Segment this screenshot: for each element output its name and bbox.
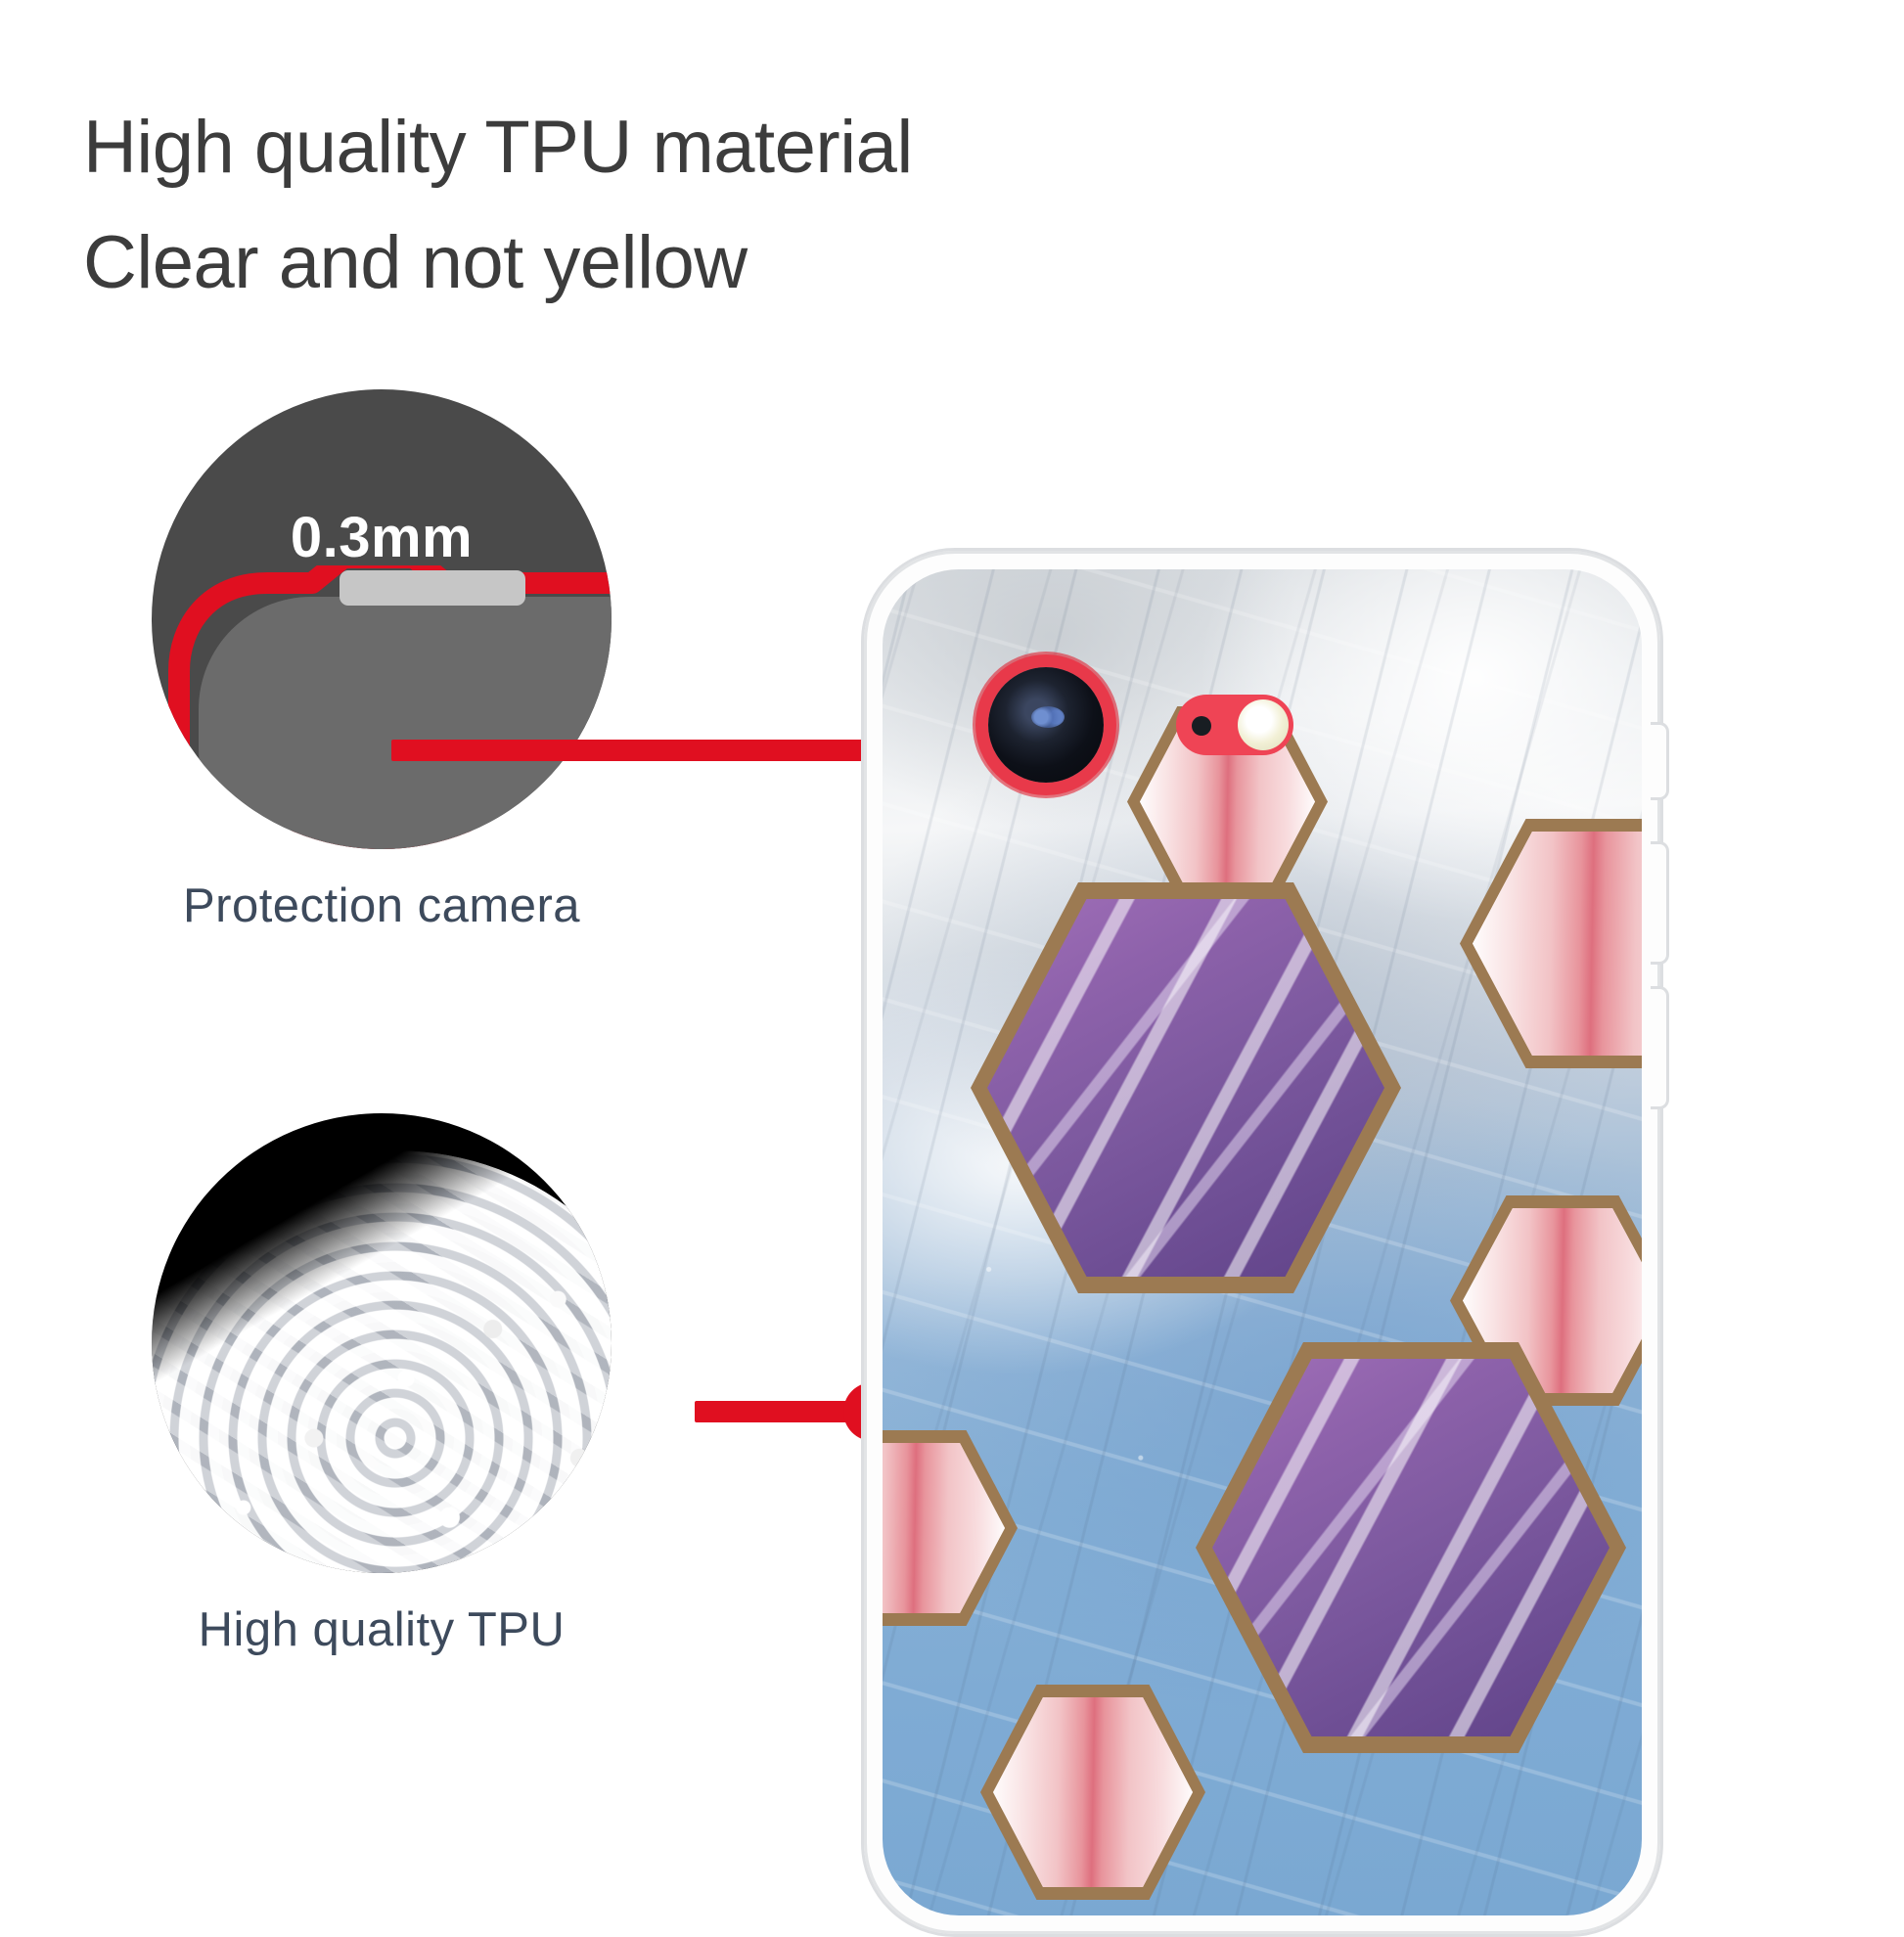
feature-caption-protection: Protection camera [182,879,581,932]
volume-up-cutout [1651,841,1669,965]
feature-caption-tpu: High quality TPU [198,1603,566,1656]
hexagon-purple-1 [971,882,1401,1293]
red-lip-outline-icon [168,565,612,849]
feature-protection-camera: 0.3mm Protection camera [152,389,612,932]
material-pointer-line [695,1401,890,1422]
tpu-pellets-icon [152,1113,612,1573]
camera-lens [988,667,1104,783]
pellet-texture [152,1149,612,1573]
marble-back-pattern [883,569,1642,1915]
camera-pointer-line [391,740,998,761]
phone-case-image [861,548,1669,1937]
camera-module [883,569,1642,1915]
camera-bump-shape [340,570,525,606]
microphone [1192,716,1211,736]
headline-block: High quality TPU material Clear and not … [83,90,1159,321]
headline-line-2: Clear and not yellow [83,221,748,304]
hexagon-purple-2 [1196,1342,1626,1753]
phone-body-shape [199,597,612,849]
flash-led [1238,699,1289,750]
hexagon-fill [993,1697,1193,1887]
hexagon-pink-5 [980,1685,1205,1900]
mute-switch-cutout [1651,722,1669,800]
lens-glint [1031,706,1065,728]
headline-line-1: High quality TPU material [83,106,913,189]
camera-flash [1176,695,1293,755]
feature-high-quality-tpu: High quality TPU [152,1113,612,1656]
thickness-badge: 0.3mm [290,506,474,569]
volume-down-cutout [1651,986,1669,1109]
case-cross-section-icon: 0.3mm [152,389,612,849]
